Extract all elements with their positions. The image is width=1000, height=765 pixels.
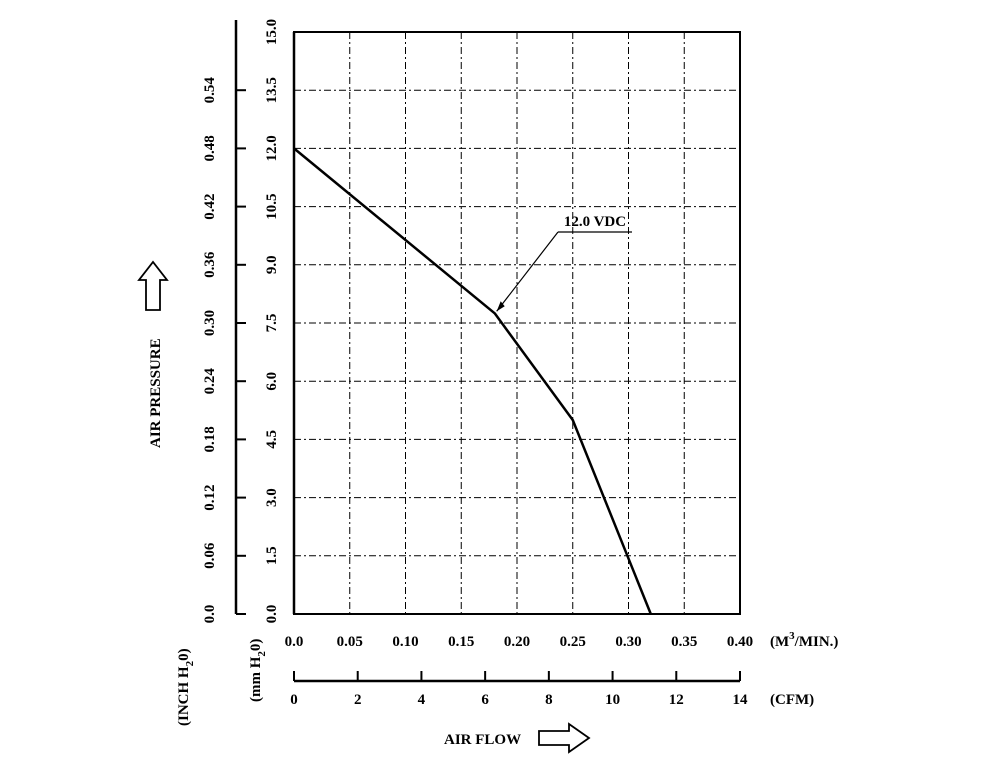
cfm-tick-label: 6 [481, 692, 489, 708]
mm-tick-label: 4.5 [264, 430, 280, 449]
series-layer: 12.0 VDC [293, 147, 652, 615]
tick-labels: 0.0 0.05 0.10 0.15 0.20 0.25 0.30 0.35 0.40 0.0 1.… [202, 19, 753, 708]
x-tick-label: 0.0 [285, 634, 304, 650]
inch-tick-label: 0.36 [202, 251, 218, 278]
cfm-tick-label: 12 [669, 692, 684, 708]
grid-lines [294, 32, 740, 614]
series-line [293, 147, 652, 615]
inch-tick-label: 0.06 [202, 542, 218, 569]
mm-tick-label: 3.0 [264, 488, 280, 507]
cfm-tick-label: 2 [354, 692, 362, 708]
x-tick-label: 0.25 [560, 634, 586, 650]
mm-tick-label: 9.0 [264, 255, 280, 274]
inch-tick-label: 0.18 [202, 426, 218, 452]
x-tick-label: 0.15 [448, 634, 474, 650]
inch-tick-label: 0.48 [202, 135, 218, 161]
mm-tick-label: 10.5 [264, 193, 280, 219]
mm-tick-label: 13.5 [264, 77, 280, 103]
x-tick-label: 0.35 [671, 634, 697, 650]
annotation-arrowhead [496, 301, 505, 312]
inch-tick-label: 0.30 [202, 310, 218, 336]
mm-tick-label: 1.5 [264, 546, 280, 565]
x-axis-title: AIR FLOW [444, 732, 521, 748]
x-tick-label: 0.10 [392, 634, 418, 650]
annotation-leader [496, 231, 559, 312]
x-tick-label: 0.40 [727, 634, 753, 650]
cfm-tick-label: 10 [605, 692, 620, 708]
right-arrow-icon [538, 722, 591, 754]
up-arrow-icon [137, 260, 169, 311]
axes [234, 20, 740, 683]
x-tick-label: 0.20 [504, 634, 530, 650]
annotation-label: 12.0 VDC [564, 214, 626, 230]
mm-tick-label: 7.5 [264, 314, 280, 333]
mm-tick-label: 0.0 [264, 605, 280, 624]
mm-tick-label: 12.0 [264, 135, 280, 161]
mm-unit-label: (mm H20) [248, 639, 268, 702]
inch-tick-label: 0.0 [202, 605, 218, 624]
inch-tick-label: 0.24 [202, 368, 218, 395]
y-axis-title: AIR PRESSURE [148, 338, 164, 448]
x-tick-label: 0.05 [337, 634, 363, 650]
mm-tick-label: 15.0 [264, 19, 280, 45]
cfm-tick-label: 8 [545, 692, 553, 708]
x-tick-label: 0.30 [615, 634, 641, 650]
cfm-tick-label: 0 [290, 692, 298, 708]
inch-tick-label: 0.42 [202, 193, 218, 219]
inch-unit-label: (INCH H20) [176, 648, 196, 726]
cfm-unit-label: (CFM) [770, 692, 814, 708]
inch-tick-label: 0.12 [202, 484, 218, 510]
mm-tick-label: 6.0 [264, 372, 280, 391]
cfm-tick-label: 4 [418, 692, 426, 708]
cfm-tick-label: 14 [733, 692, 749, 708]
x-unit-label: (M3/MIN.) [770, 630, 838, 650]
inch-tick-label: 0.54 [202, 77, 218, 104]
